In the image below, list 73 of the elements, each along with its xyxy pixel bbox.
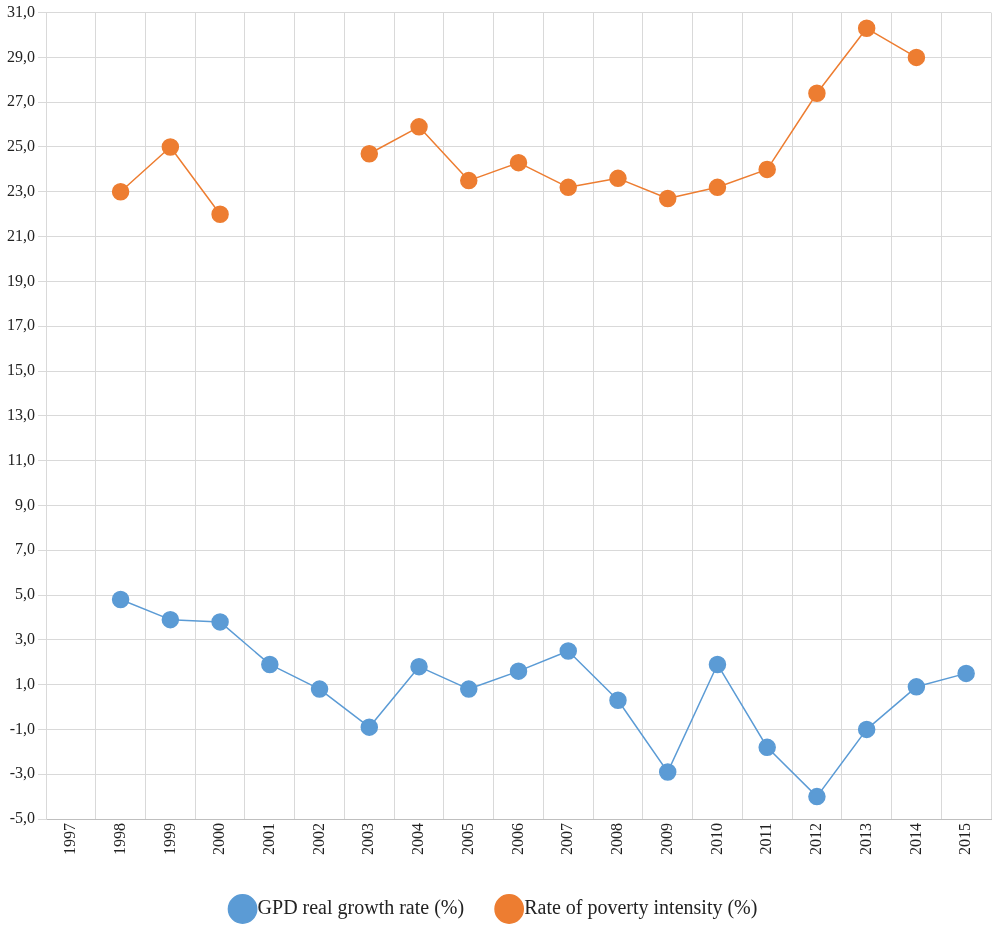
x-tick-label: 1997 — [61, 823, 79, 855]
x-tick-label: 2003 — [359, 823, 377, 855]
point — [460, 171, 478, 190]
point — [609, 169, 627, 188]
point — [509, 153, 528, 172]
x-tick-label: 2007 — [558, 823, 576, 855]
point — [310, 680, 329, 698]
x-tick-label: 2013 — [856, 823, 874, 855]
x-tick-label: 2008 — [608, 823, 626, 855]
point — [111, 590, 130, 609]
y-tick-label: 3,0 — [15, 630, 35, 647]
y-tick-label: -3,0 — [9, 764, 35, 782]
point — [460, 680, 478, 698]
y-tick-label: -1,0 — [9, 719, 35, 737]
x-tick-label: 2009 — [657, 823, 675, 855]
point — [559, 178, 577, 197]
x-tick-label: 2006 — [508, 823, 526, 855]
y-tick-label: 5,0 — [15, 585, 35, 603]
point — [957, 664, 975, 683]
point — [161, 610, 180, 629]
point — [410, 657, 428, 676]
point — [758, 160, 776, 179]
point — [360, 144, 379, 163]
point — [907, 678, 926, 696]
y-tick-label: 31,0 — [7, 2, 35, 20]
x-tick-label: 2005 — [458, 823, 476, 855]
y-tick-label: 29,0 — [7, 47, 35, 65]
point — [808, 84, 826, 102]
y-tick-label: 27,0 — [7, 92, 35, 110]
y-tick-label: -5,0 — [9, 809, 35, 827]
x-tick-label: 1999 — [160, 823, 178, 855]
point — [360, 718, 379, 736]
y-tick-label: 15,0 — [7, 361, 35, 379]
x-tick-label: 2002 — [309, 823, 327, 855]
y-tick-label: 23,0 — [7, 182, 35, 199]
x-tick-label: 2010 — [707, 823, 725, 855]
y-tick-label: 9,0 — [15, 495, 35, 513]
point — [410, 118, 428, 136]
x-tick-label: 1998 — [110, 823, 128, 855]
legend-label: GPD real growth rate (%) — [257, 896, 465, 920]
x-tick-label: 2004 — [409, 823, 427, 855]
x-tick-label: 2000 — [210, 823, 228, 855]
point — [211, 205, 229, 223]
point — [708, 655, 727, 674]
y-tick-label: 11,0 — [7, 450, 35, 468]
y-tick-label: 21,0 — [7, 226, 35, 244]
point — [559, 642, 577, 660]
point — [658, 189, 677, 208]
y-tick-label: 7,0 — [15, 540, 35, 558]
point — [111, 183, 130, 201]
y-tick-label: 13,0 — [7, 406, 35, 423]
point — [857, 720, 876, 739]
point — [907, 48, 926, 67]
point — [261, 655, 279, 674]
point — [509, 662, 528, 680]
y-tick-label: 19,0 — [7, 271, 35, 289]
y-tick-label: 17,0 — [7, 316, 35, 334]
point — [609, 691, 627, 710]
x-tick-label: 2001 — [260, 823, 278, 855]
point — [211, 613, 229, 631]
point — [708, 178, 727, 197]
legend-label: Rate of poverty intensity (%) — [524, 896, 758, 920]
x-tick-label: 2012 — [807, 823, 825, 855]
y-tick-label: 25,0 — [7, 137, 35, 155]
point — [161, 138, 180, 156]
point — [808, 787, 826, 806]
x-tick-label: 2014 — [906, 823, 924, 855]
y-tick-label: 1,0 — [15, 674, 35, 692]
point — [758, 738, 776, 757]
point — [857, 19, 876, 38]
point — [658, 763, 677, 781]
x-tick-label: 2015 — [956, 823, 974, 855]
x-tick-label: 2011 — [757, 823, 775, 855]
